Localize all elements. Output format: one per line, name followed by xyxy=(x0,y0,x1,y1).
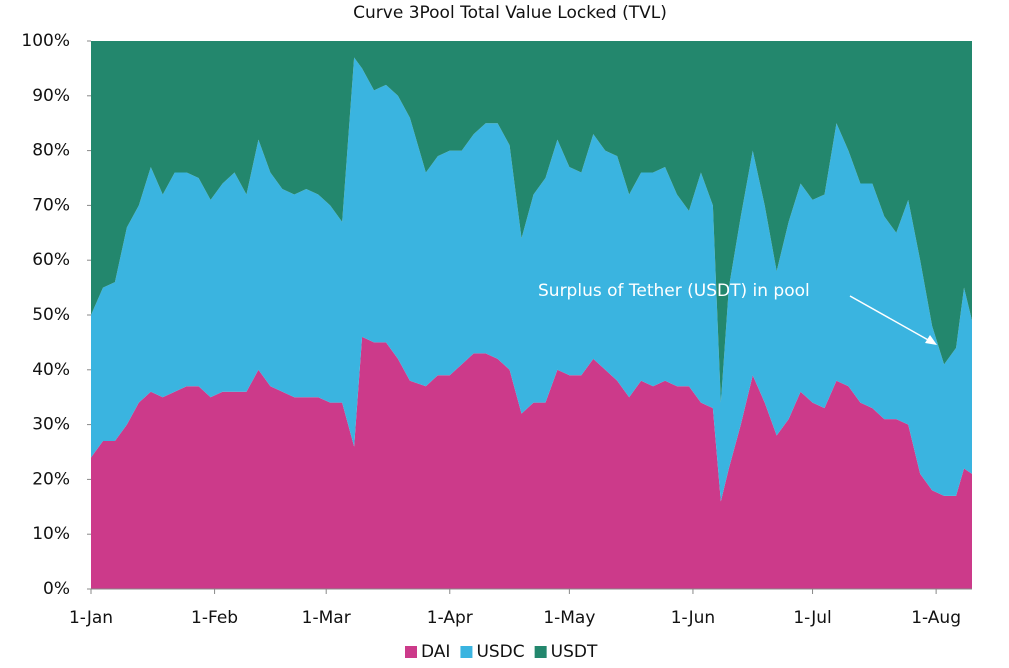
x-tick-label: 1-Jan xyxy=(69,608,113,628)
y-tick-label: 80% xyxy=(32,141,70,161)
y-tick-label: 50% xyxy=(32,305,70,325)
area-usdc xyxy=(91,57,972,502)
area-dai xyxy=(91,336,972,589)
plot-area xyxy=(91,41,972,589)
y-tick-label: 40% xyxy=(32,360,70,380)
legend-swatch xyxy=(405,646,417,658)
annotation-arrowhead xyxy=(925,335,937,345)
y-tick-label: 0% xyxy=(43,579,70,599)
area-usdt xyxy=(91,41,972,403)
x-tick-label: 1-Feb xyxy=(191,608,238,628)
y-tick-label: 70% xyxy=(32,195,70,215)
x-tick-label: 1-Aug xyxy=(911,608,961,628)
x-tick-label: 1-Jun xyxy=(671,608,715,628)
x-tick-label: 1-Mar xyxy=(302,608,351,628)
y-tick-label: 30% xyxy=(32,415,70,435)
legend-label: USDT xyxy=(551,642,598,662)
x-tick-label: 1-Apr xyxy=(427,608,473,628)
y-tick-label: 100% xyxy=(21,31,70,51)
legend-label: DAI xyxy=(421,642,450,662)
x-tick-label: 1-Jul xyxy=(793,608,831,628)
annotation: Surplus of Tether (USDT) in pool xyxy=(538,281,810,301)
legend-swatch xyxy=(460,646,473,658)
y-tick-label: 10% xyxy=(32,524,70,544)
legend-swatch xyxy=(534,646,547,658)
legend-label: USDC xyxy=(476,642,524,662)
y-tick-label: 60% xyxy=(32,250,70,270)
x-tick-label: 1-May xyxy=(543,608,595,628)
chart-title: Curve 3Pool Total Value Locked (TVL) xyxy=(353,3,667,23)
y-tick-label: 90% xyxy=(32,86,70,106)
annotation-arrow xyxy=(849,295,931,342)
y-tick-label: 20% xyxy=(32,469,70,489)
